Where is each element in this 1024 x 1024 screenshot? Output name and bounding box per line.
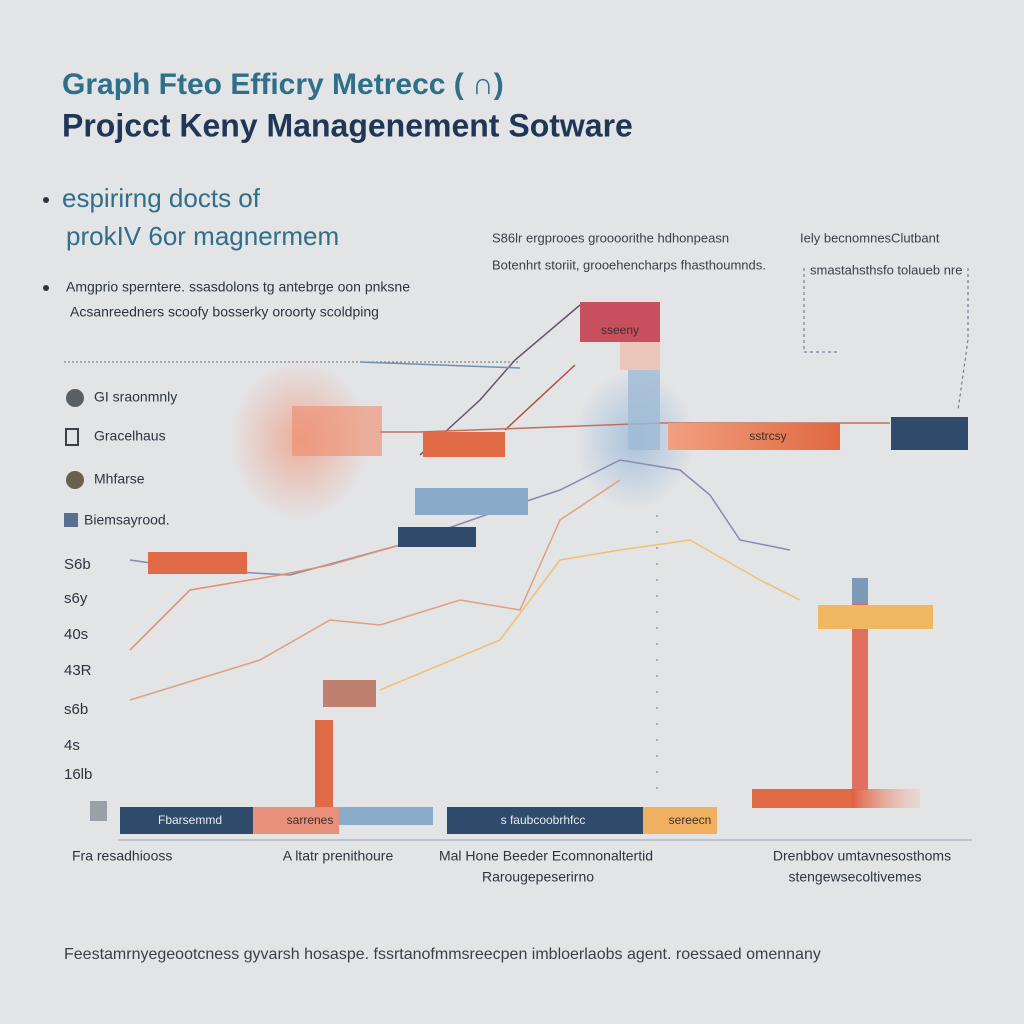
bar-label: sseeny	[601, 323, 639, 337]
line	[419, 304, 581, 456]
x-label: stengewsecoltivemes	[788, 869, 921, 885]
legend-icon	[64, 513, 78, 527]
bar-label: s faubcoobrhfcc	[501, 813, 586, 827]
x-label: Fra resadhiooss	[72, 848, 172, 864]
block	[148, 552, 247, 574]
legend-icon	[65, 428, 79, 446]
x-label: Drenbbov umtavnesosthoms	[773, 848, 951, 864]
block	[339, 807, 433, 825]
y-label: 43R	[64, 662, 92, 679]
bar-label: Fbarsemmd	[158, 813, 222, 827]
block	[315, 720, 333, 808]
block	[628, 370, 660, 450]
block	[323, 680, 376, 707]
bar-label: sstrcsy	[749, 429, 786, 443]
legend-label: Biemsayrood.	[84, 512, 170, 528]
block	[852, 578, 868, 603]
subtitle: Projcct Keny Managenement Sotware	[62, 107, 633, 143]
block	[818, 605, 933, 629]
bullet-line: espirirng docts of	[62, 183, 261, 213]
line	[129, 479, 621, 701]
line	[129, 459, 791, 576]
note-line: Botenhrt storiit, grooehencharps fhastho…	[492, 257, 766, 272]
y-label: 4s	[64, 737, 80, 754]
block	[852, 789, 920, 808]
x-label: Rarougepeserirno	[482, 869, 594, 885]
y-label: s6b	[64, 701, 88, 718]
bullet-line: prokIV 6or magnermem	[66, 221, 339, 251]
line	[359, 361, 521, 369]
bar-label: sereecn	[669, 813, 712, 827]
line	[379, 539, 801, 691]
y-label: s6y	[64, 590, 88, 607]
block	[580, 302, 660, 342]
title: Graph Fteo Efficry Metrecc ( ∩)	[62, 68, 504, 101]
y-label: 40s	[64, 626, 88, 643]
block	[643, 807, 717, 834]
legend-label: Mhfarse	[94, 471, 145, 487]
note-bracket	[803, 268, 969, 411]
note-line: Iely becnomnesClutbant	[800, 230, 940, 245]
block	[752, 789, 852, 808]
bullet-dot	[43, 197, 49, 203]
x-label: Mal Hone Beeder Ecomnonaltertid	[439, 848, 653, 864]
block	[398, 527, 476, 547]
line	[129, 544, 401, 651]
bullet-line: Acsanreedners scoofy bosserky oroorty sc…	[70, 304, 379, 320]
block	[292, 406, 382, 456]
x-label: A ltatr prenithoure	[283, 848, 394, 864]
legend-label: GI sraonmnly	[94, 389, 177, 405]
y-label: 16lb	[64, 766, 92, 783]
block	[120, 807, 253, 834]
bullet-line: Amgprio sperntere. ssasdolons tg antebrg…	[66, 279, 410, 295]
legend-icon	[66, 471, 84, 489]
y-label: S6b	[64, 556, 91, 573]
block	[852, 578, 868, 790]
block	[415, 488, 528, 515]
block	[90, 801, 107, 821]
note-line: S86lr ergprooes groooorithe hdhonpeasn	[492, 230, 729, 245]
bullet-dot	[43, 285, 49, 291]
footer: Feestamrnyegeootcness gyvarsh hosaspe. f…	[64, 946, 821, 963]
block	[668, 423, 840, 450]
block	[447, 807, 643, 834]
bar-label: sarrenes	[287, 813, 334, 827]
block	[253, 807, 339, 834]
line	[504, 364, 576, 431]
legend-icon	[66, 389, 84, 407]
block	[891, 417, 968, 450]
block	[620, 342, 660, 370]
note-line: smastahsthsfo tolaueb nre	[810, 262, 962, 277]
block	[423, 432, 505, 457]
legend-label: Gracelhaus	[94, 428, 166, 444]
